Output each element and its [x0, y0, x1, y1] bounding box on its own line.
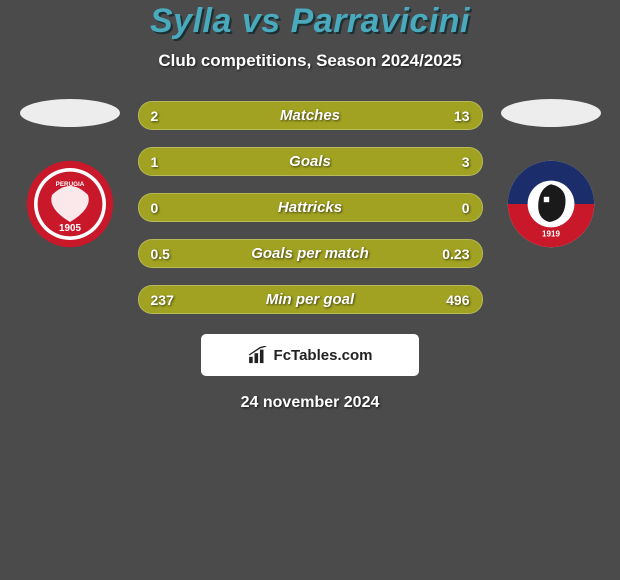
stat-bar: 0.5 Goals per match 0.23: [138, 239, 483, 268]
content: Sylla vs Parravicini Club competitions, …: [0, 0, 620, 412]
stat-left-value: 2: [151, 108, 159, 124]
player-right-name: Parravicini: [291, 2, 470, 40]
date-label: 24 november 2024: [0, 394, 620, 412]
stat-fill-left: [139, 102, 184, 129]
brand-badge: FcTables.com: [201, 334, 419, 376]
club-badge-right: 1919: [506, 159, 596, 249]
page-title: Sylla vs Parravicini: [0, 2, 620, 41]
stat-label: Min per goal: [266, 291, 354, 308]
sestri-badge-icon: 1919: [506, 159, 596, 249]
stat-right-value: 3: [462, 154, 470, 170]
chart-icon: [248, 346, 270, 364]
stat-right-value: 13: [454, 108, 470, 124]
stat-left-value: 1: [151, 154, 159, 170]
vs-label: vs: [242, 2, 281, 40]
svg-text:1919: 1919: [542, 229, 560, 238]
main-row: 1905 PERUGIA 2 Matches 13 1 Goals 3 0 Hattricks…: [0, 101, 620, 314]
stat-label: Matches: [280, 107, 340, 124]
right-column: 1919: [501, 101, 601, 249]
stat-bar: 0 Hattricks 0: [138, 193, 483, 222]
stat-fill-right: [224, 148, 481, 175]
brand-text: FcTables.com: [274, 347, 373, 364]
stat-label: Goals per match: [251, 245, 369, 262]
perugia-badge-icon: 1905 PERUGIA: [25, 159, 115, 249]
stat-left-value: 237: [151, 292, 174, 308]
player-left-oval: [20, 99, 120, 127]
stat-right-value: 0.23: [442, 246, 469, 262]
svg-text:1905: 1905: [59, 223, 81, 234]
left-column: 1905 PERUGIA: [20, 101, 120, 249]
stat-bar: 237 Min per goal 496: [138, 285, 483, 314]
stat-right-value: 0: [462, 200, 470, 216]
stat-label: Goals: [289, 153, 331, 170]
stat-bar: 2 Matches 13: [138, 101, 483, 130]
player-left-name: Sylla: [150, 2, 232, 40]
club-badge-left: 1905 PERUGIA: [25, 159, 115, 249]
stat-bar: 1 Goals 3: [138, 147, 483, 176]
stats-column: 2 Matches 13 1 Goals 3 0 Hattricks 0 0.5 Goals per…: [138, 101, 483, 314]
subtitle: Club competitions, Season 2024/2025: [0, 51, 620, 71]
stat-label: Hattricks: [278, 199, 342, 216]
stat-left-value: 0.5: [151, 246, 170, 262]
infographic-container: Sylla vs Parravicini Club competitions, …: [0, 0, 620, 580]
svg-text:PERUGIA: PERUGIA: [55, 181, 84, 188]
stat-right-value: 496: [446, 292, 469, 308]
stat-left-value: 0: [151, 200, 159, 216]
player-right-oval: [501, 99, 601, 127]
